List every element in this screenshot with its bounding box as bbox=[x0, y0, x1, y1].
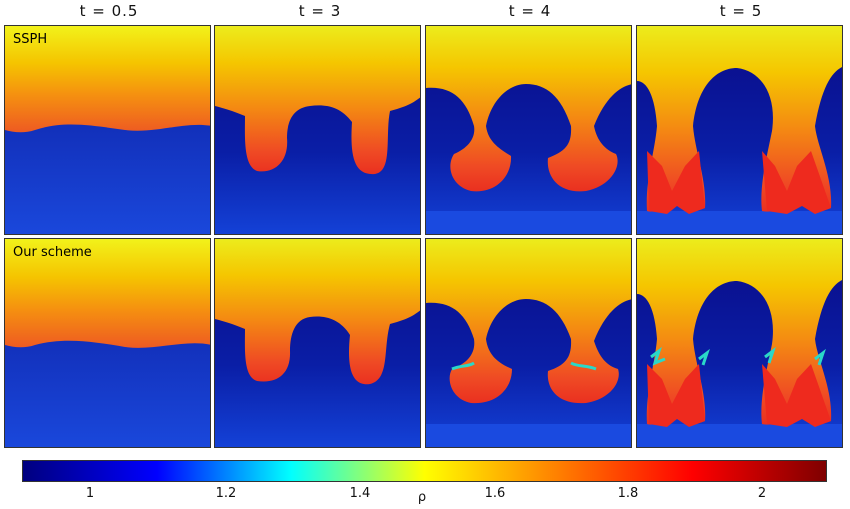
time-label-2: t = 4 bbox=[508, 2, 552, 20]
panel-ssph-t0: SSPH bbox=[4, 25, 211, 235]
panel-ours-t1 bbox=[214, 238, 421, 448]
panel-ours-t0: Our scheme bbox=[4, 238, 211, 448]
colorbar-tick: 1 bbox=[85, 486, 95, 501]
colorbar bbox=[22, 460, 827, 482]
colorbar-tick: 1.2 bbox=[215, 486, 237, 501]
time-label-3: t = 5 bbox=[719, 2, 763, 20]
colorbar-tick: 1.8 bbox=[617, 486, 639, 501]
colorbar-label: ρ bbox=[417, 490, 427, 505]
panel-ssph-t3 bbox=[636, 25, 843, 235]
time-label-1: t = 3 bbox=[298, 2, 342, 20]
colorbar-tick: 2 bbox=[757, 486, 767, 501]
panel-ours-t3 bbox=[636, 238, 843, 448]
time-label-0: t = 0.5 bbox=[79, 2, 139, 20]
colorbar-tick: 1.4 bbox=[349, 486, 371, 501]
row-label-ssph: SSPH bbox=[13, 32, 48, 47]
panel-ours-t2 bbox=[425, 238, 632, 448]
row-label-ours: Our scheme bbox=[13, 245, 92, 260]
panel-ssph-t2 bbox=[425, 25, 632, 235]
colorbar-tick: 1.6 bbox=[484, 486, 506, 501]
panel-ssph-t1 bbox=[214, 25, 421, 235]
